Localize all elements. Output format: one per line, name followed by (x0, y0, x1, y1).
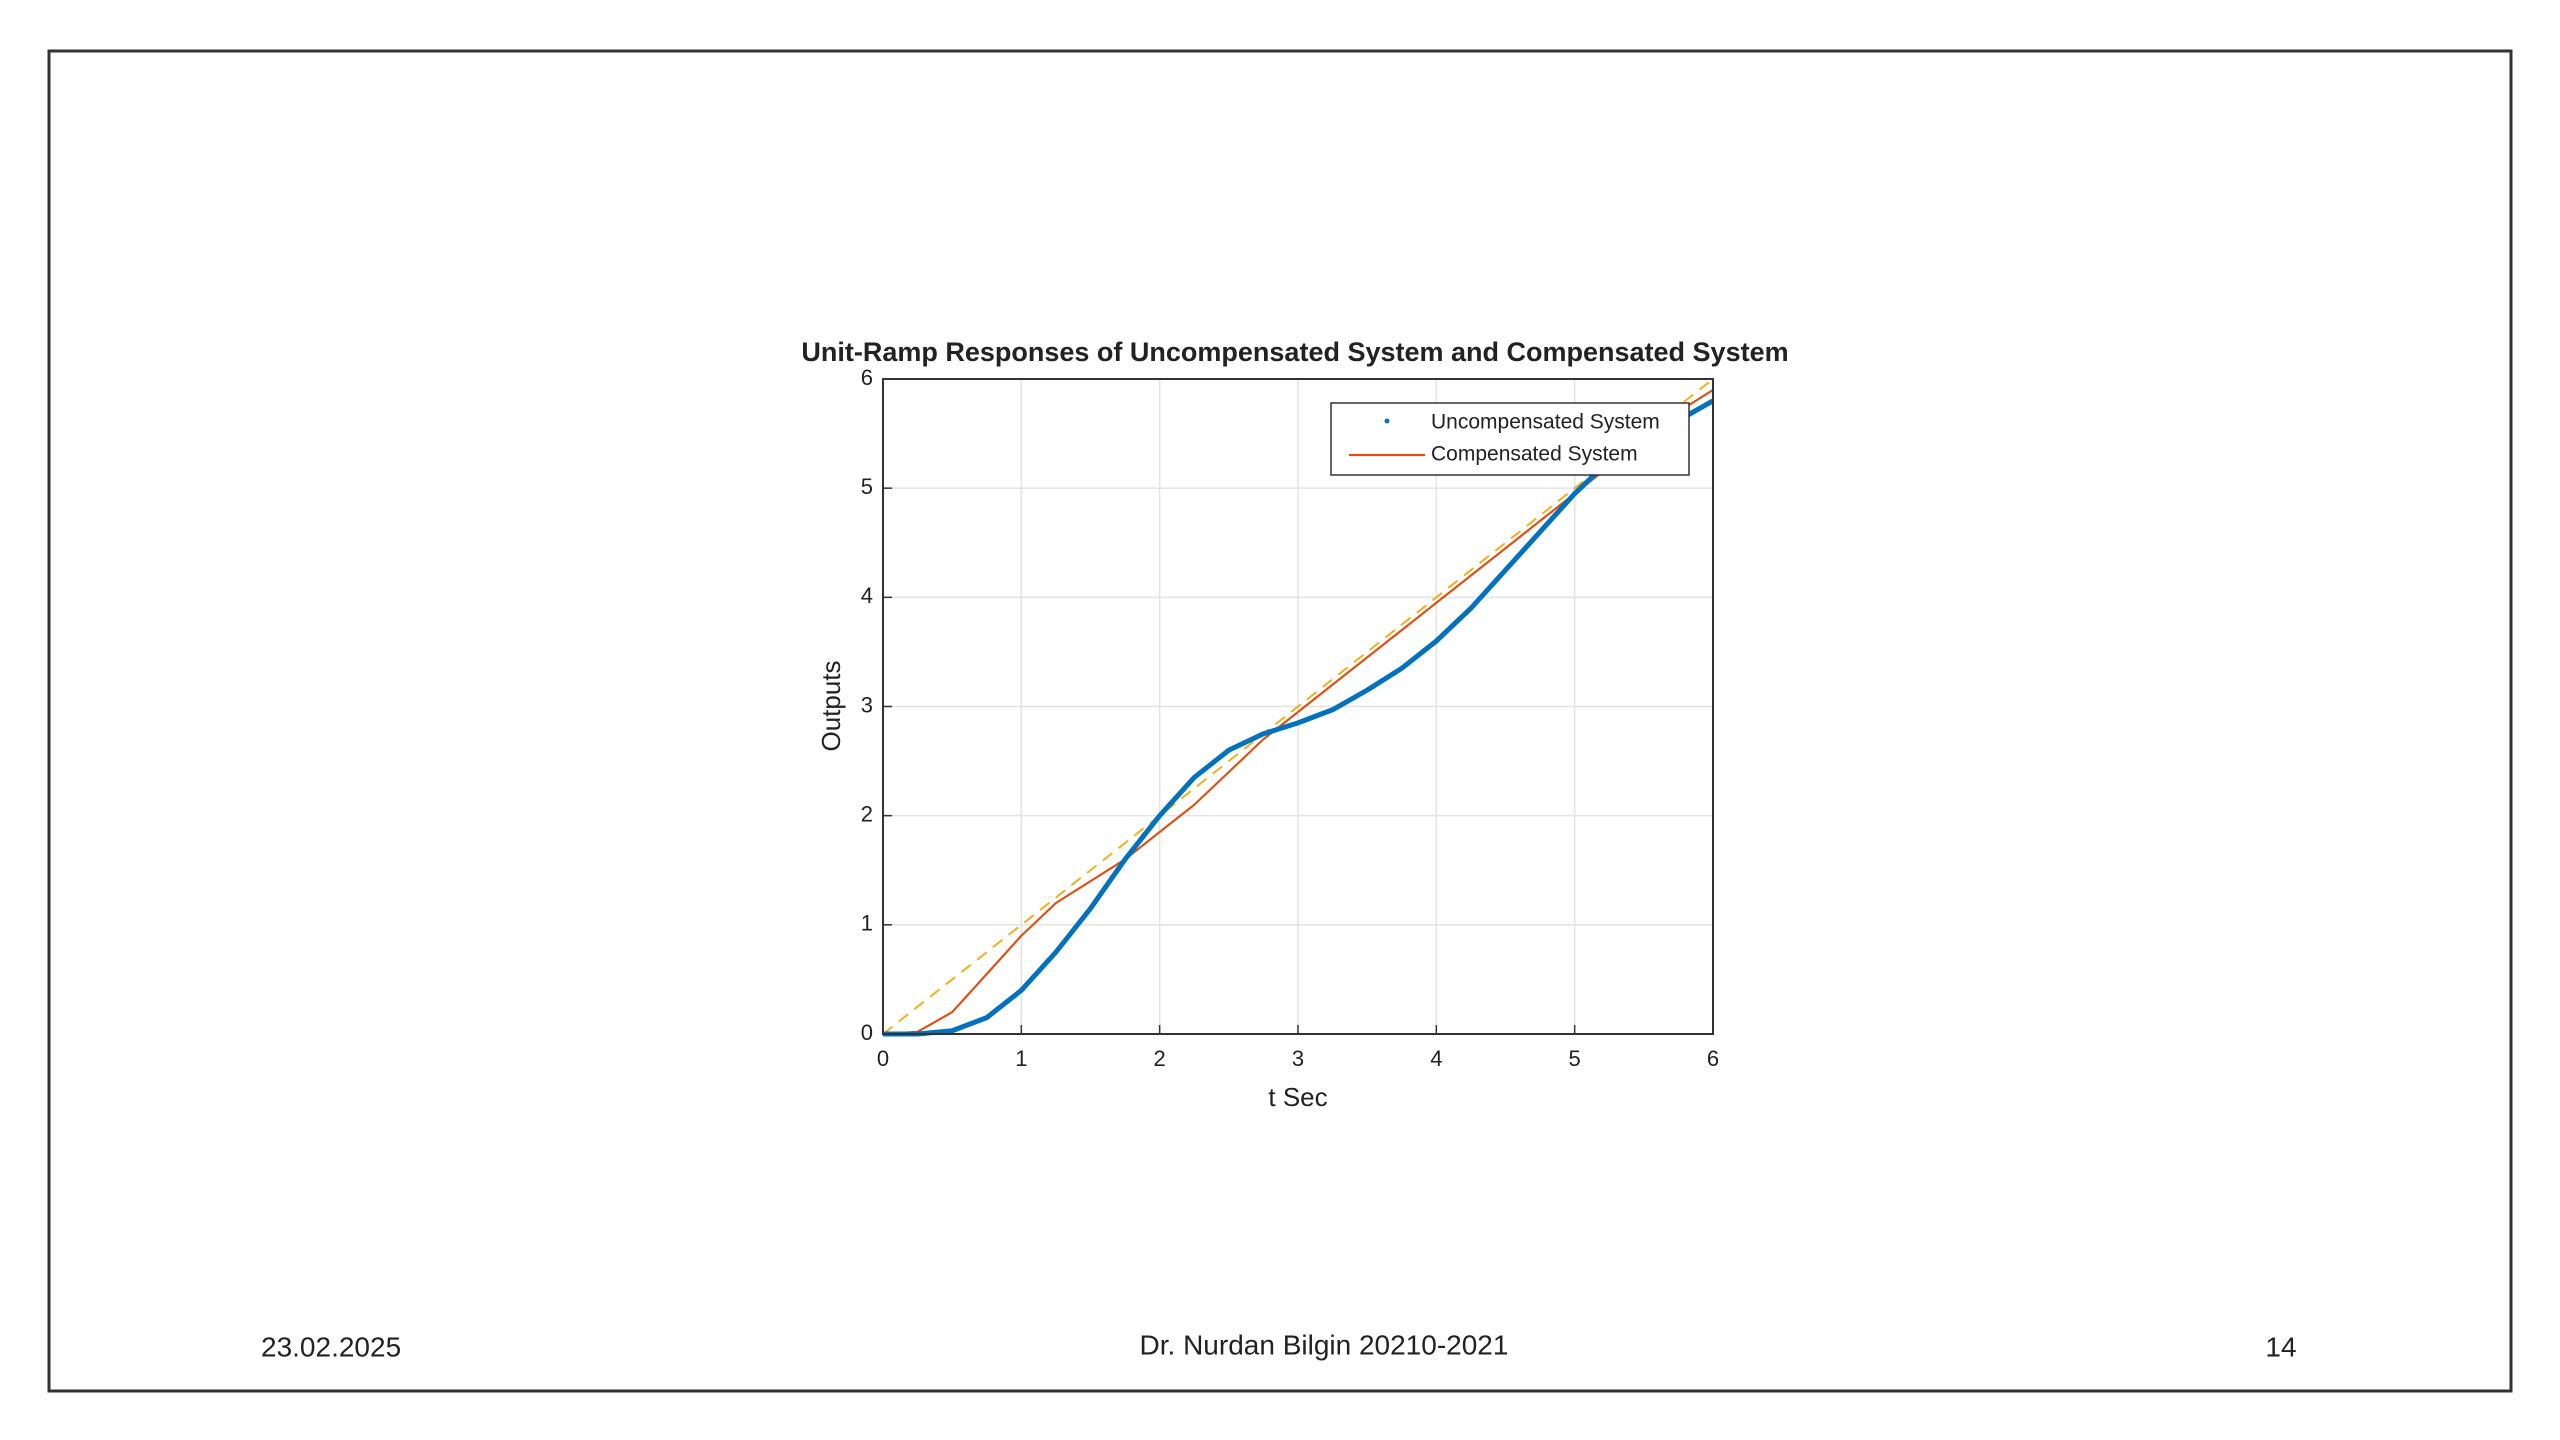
footer-author: Dr. Nurdan Bilgin 20210-2021 (1140, 1329, 1509, 1360)
y-tick-label: 5 (861, 474, 873, 499)
x-tick-label: 6 (1707, 1046, 1719, 1071)
x-tick-label: 0 (877, 1046, 889, 1071)
legend-label: Compensated System (1431, 443, 1638, 466)
legend-label: Uncompensated System (1431, 411, 1660, 434)
x-tick-label: 5 (1569, 1046, 1581, 1071)
x-tick-label: 4 (1430, 1046, 1442, 1071)
x-tick-label: 1 (1015, 1046, 1027, 1071)
y-tick-label: 2 (861, 801, 873, 826)
footer-page: 14 (2265, 1331, 2296, 1362)
y-tick-label: 1 (861, 911, 873, 936)
y-tick-label: 6 (861, 365, 873, 390)
chart-title: Unit-Ramp Responses of Uncompensated Sys… (801, 337, 1788, 367)
x-tick-label: 2 (1154, 1046, 1166, 1071)
legend-box (1330, 402, 1690, 476)
x-axis-label: t Sec (1268, 1082, 1327, 1112)
series-line (882, 378, 1714, 1035)
x-tick-label: 3 (1292, 1046, 1304, 1071)
series-line (883, 398, 1715, 1037)
y-tick-label: 3 (861, 692, 873, 717)
y-axis-label: Outputs (816, 660, 846, 751)
y-tick-label: 4 (861, 583, 873, 608)
y-tick-label: 0 (861, 1020, 873, 1045)
plot-frame (882, 378, 1714, 1035)
footer-date: 23.02.2025 (261, 1331, 401, 1362)
legend-marker (1384, 418, 1390, 424)
